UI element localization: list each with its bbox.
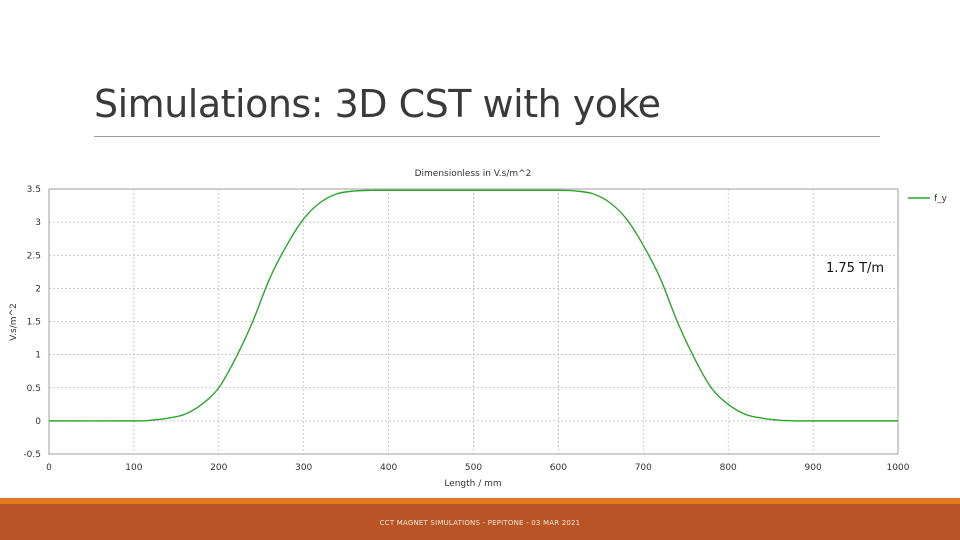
x-tick-label: 1000	[887, 463, 910, 473]
y-tick-label: 2	[35, 284, 41, 294]
y-tick-label: 2.5	[27, 251, 41, 261]
field-chart: Dimensionless in V.s/m^2 0 100 200 300 400 50…	[9, 169, 948, 489]
legend-label-f_y: f_y	[934, 194, 948, 204]
x-tick-label: 300	[295, 463, 312, 473]
series-line-f_y	[48, 189, 898, 422]
x-tick-label: 400	[380, 463, 397, 473]
x-tick-label: 600	[550, 463, 567, 473]
x-tick-label: 500	[465, 463, 482, 473]
footer-stripe	[0, 498, 960, 504]
y-tick-label: 0	[35, 417, 41, 427]
x-tick-label: 700	[635, 463, 652, 473]
x-axis-label: Length / mm	[444, 479, 501, 489]
x-tick-label: 200	[210, 463, 227, 473]
y-tick-label: 3	[35, 218, 41, 228]
gradient-annotation: 1.75 T/m	[822, 260, 889, 277]
chart-title: Dimensionless in V.s/m^2	[415, 169, 532, 179]
y-tick-label: 3.5	[27, 185, 41, 195]
title-divider	[94, 136, 880, 137]
tick-labels: 0 100 200 300 400 500 600 700 800 900 1000 -0.5 0 0.5…	[23, 185, 909, 473]
footer-band: CCT MAGNET SIMULATIONS - PEPITONE - 03 M…	[0, 504, 960, 540]
y-tick-label: 1	[35, 351, 41, 361]
x-tick-label: 100	[125, 463, 142, 473]
slide-title: Simulations: 3D CST with yoke	[94, 82, 661, 126]
y-axis-label: V.s/m^2	[9, 303, 19, 341]
x-tick-label: 900	[805, 463, 822, 473]
footer-text: CCT MAGNET SIMULATIONS - PEPITONE - 03 M…	[379, 519, 581, 527]
x-tick-label: 0	[46, 463, 52, 473]
y-tick-label: 0.5	[27, 384, 41, 394]
x-tick-label: 800	[720, 463, 737, 473]
y-tick-label: 1.5	[27, 318, 41, 328]
grid-lines	[49, 189, 898, 454]
y-tick-label: -0.5	[23, 450, 41, 460]
